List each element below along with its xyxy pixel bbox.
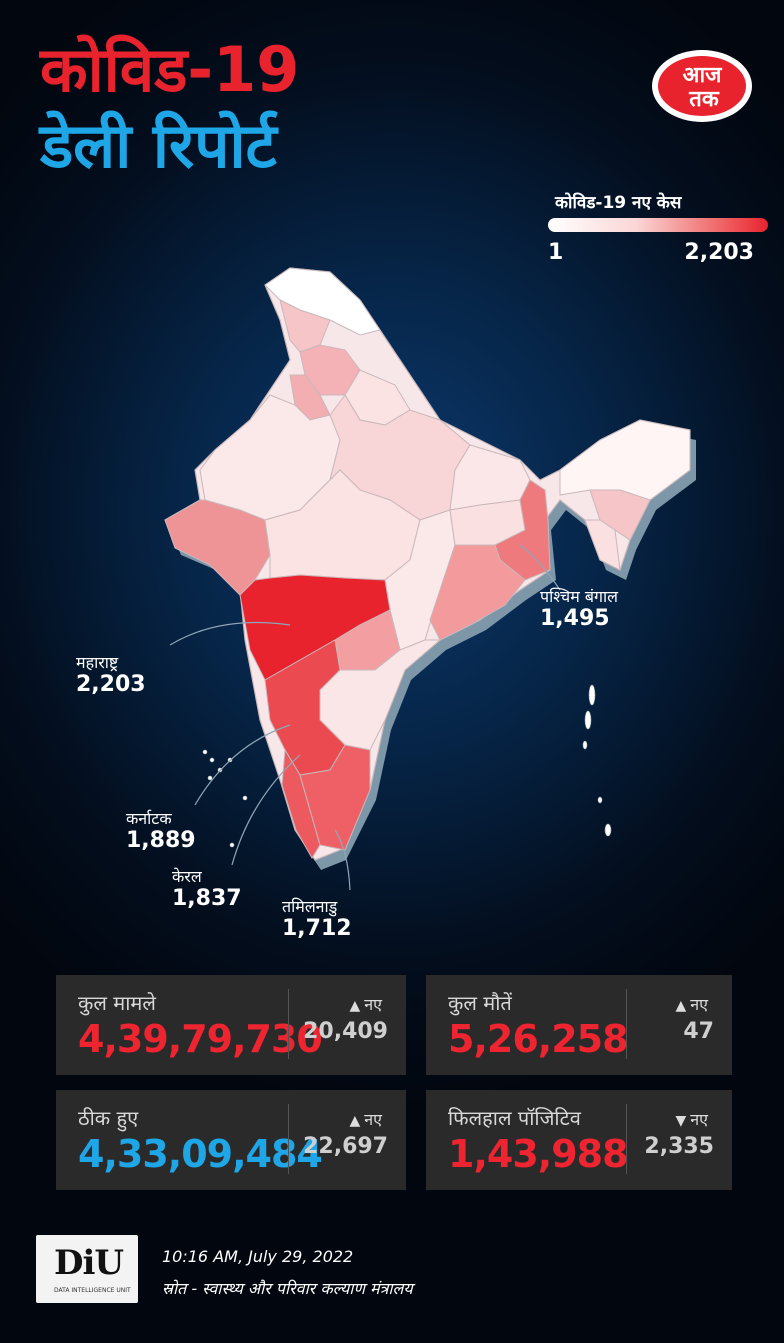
up-arrow-icon: ▲ (349, 1113, 361, 1129)
label-kerala: केरल 1,837 (172, 867, 242, 912)
legend-title: कोविड-19 नए केस (555, 193, 682, 213)
diu-logo: DiU DATA INTELLIGENCE UNIT (36, 1235, 138, 1303)
svg-text:तक: तक (688, 86, 720, 111)
total-cases-value: 4,39,79,730 (78, 1017, 323, 1061)
active-label: फिलहाल पॉजिटिव (448, 1106, 581, 1130)
deaths-new-label: ▲ नए (675, 995, 708, 1014)
legend-color-scale (548, 218, 768, 232)
active-new-label: ▼ नए (675, 1110, 708, 1129)
card-divider (288, 1104, 289, 1174)
total-new-value: 20,409 (303, 1019, 388, 1044)
source-text: स्रोत - स्वास्थ्य और परिवार कल्याण मंत्र… (162, 1279, 413, 1298)
card-divider (626, 1104, 627, 1174)
card-divider (288, 989, 289, 1059)
deaths-value: 5,26,258 (448, 1017, 629, 1061)
total-new-label: ▲ नए (349, 995, 382, 1014)
svg-text:आज: आज (683, 62, 723, 87)
card-divider (626, 989, 627, 1059)
timestamp: 10:16 AM, July 29, 2022 (162, 1247, 354, 1266)
card-active: फिलहाल पॉजिटिव 1,43,988 ▼ नए 2,335 (426, 1090, 732, 1190)
up-arrow-icon: ▲ (675, 998, 687, 1014)
recovered-value: 4,33,09,484 (78, 1132, 323, 1176)
label-tamil-nadu: तमिलनाडु 1,712 (282, 897, 352, 942)
legend-min: 1 (548, 240, 564, 265)
down-arrow-icon: ▼ (675, 1113, 687, 1129)
recovered-new-label: ▲ नए (349, 1110, 382, 1129)
total-cases-label: कुल मामले (78, 991, 156, 1015)
title-line-1: कोविड-19 (40, 33, 300, 106)
label-maharashtra: महाराष्ट्र 2,203 (76, 653, 146, 698)
aajtak-logo: आज तक (652, 50, 752, 122)
label-karnataka: कर्नाटक 1,889 (126, 809, 196, 854)
india-map (164, 267, 696, 891)
card-total-deaths: कुल मौतें 5,26,258 ▲ नए 47 (426, 975, 732, 1075)
active-new-value: 2,335 (644, 1134, 714, 1159)
deaths-label: कुल मौतें (448, 991, 512, 1015)
label-west-bengal: पश्चिम बंगाल 1,495 (540, 587, 618, 632)
card-recovered: ठीक हुए 4,33,09,484 ▲ नए 22,697 (56, 1090, 406, 1190)
recovered-label: ठीक हुए (78, 1106, 139, 1130)
recovered-new-value: 22,697 (303, 1134, 388, 1159)
legend-max: 2,203 (684, 240, 754, 265)
active-value: 1,43,988 (448, 1132, 629, 1176)
deaths-new-value: 47 (683, 1019, 714, 1044)
up-arrow-icon: ▲ (349, 998, 361, 1014)
card-total-cases: कुल मामले 4,39,79,730 ▲ नए 20,409 (56, 975, 406, 1075)
title-line-2: डेली रिपोर्ट (40, 109, 277, 182)
